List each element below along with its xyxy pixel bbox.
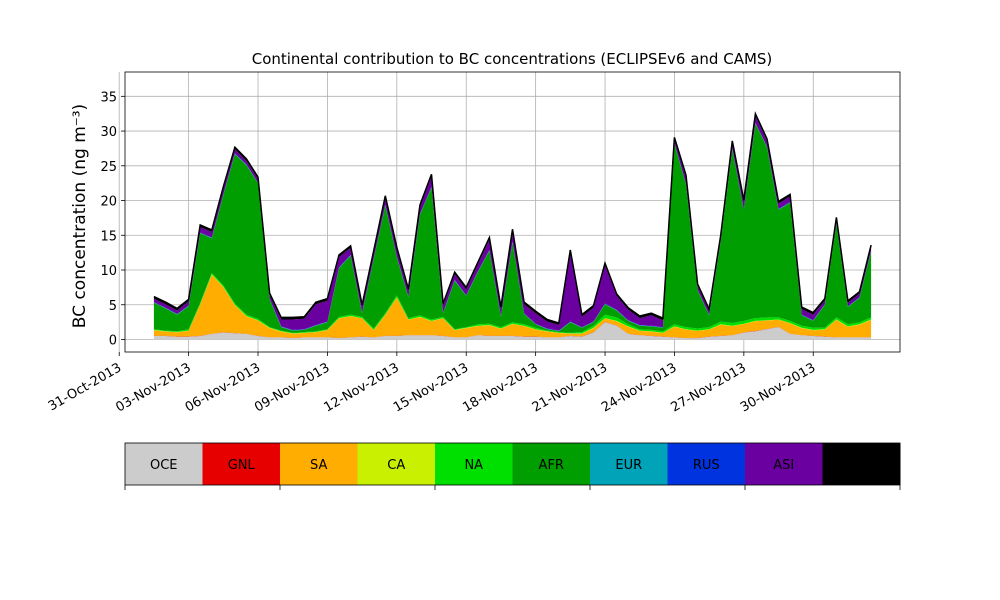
legend-frame — [124, 442, 901, 486]
legend: OCE GNL SA CA NA AFR EUR RUS ASI AUS — [124, 442, 901, 490]
y-tick-label: 25 — [100, 160, 117, 175]
legend-swatch-asi — [745, 443, 823, 485]
legend-swatch-na — [435, 443, 513, 485]
y-tick-label: 15 — [100, 229, 117, 244]
legend-swatch-sa — [280, 443, 358, 485]
legend-swatch-ca — [357, 443, 436, 485]
area-oce — [153, 322, 872, 340]
x-tick-label: 12-Nov-2013 — [322, 360, 402, 415]
x-tick-label: 21-Nov-2013 — [530, 360, 610, 415]
y-axis-label: BC concentration (ng m⁻³) — [70, 104, 90, 328]
legend-swatch-aus — [822, 443, 901, 485]
y-tick-label: 30 — [100, 125, 117, 140]
x-tick-label: 15-Nov-2013 — [391, 360, 471, 415]
legend-label-ca: CA — [387, 458, 405, 473]
x-tick-label: 03-Nov-2013 — [113, 360, 193, 415]
legend-label-gnl: GNL — [228, 458, 256, 473]
x-tick-label: 09-Nov-2013 — [252, 360, 332, 415]
x-tick-label: 18-Nov-2013 — [460, 360, 540, 415]
legend-swatch-eur — [590, 443, 668, 485]
legend-label-sa: SA — [310, 458, 327, 473]
legend-label-afr: AFR — [539, 458, 564, 473]
x-tick-label: 06-Nov-2013 — [183, 360, 263, 415]
legend-label-aus: AUS — [848, 458, 875, 473]
legend-label-oce: OCE — [150, 458, 178, 473]
legend-label-eur: EUR — [615, 458, 642, 473]
y-tick-label: 20 — [100, 195, 117, 210]
y-tick-label: 0 — [109, 333, 117, 348]
area-sa — [153, 274, 872, 338]
legend-swatch-rus — [667, 443, 746, 485]
x-tick-label: 24-Nov-2013 — [599, 360, 679, 415]
chart-title: Continental contribution to BC concentra… — [252, 50, 773, 68]
legend-swatch-oce — [125, 443, 203, 485]
x-tick-label: 27-Nov-2013 — [669, 360, 749, 415]
y-tick-label: 5 — [109, 299, 117, 314]
legend-label-na: NA — [464, 458, 483, 473]
legend-label-asi: ASI — [773, 458, 794, 473]
stacked-areas — [153, 111, 872, 340]
y-tick-label: 35 — [100, 90, 117, 105]
x-tick-label: 31-Oct-2013 — [46, 360, 124, 414]
total-line — [153, 111, 872, 324]
legend-swatch-afr — [512, 443, 591, 485]
legend-label-rus: RUS — [693, 458, 720, 473]
area-afr — [153, 123, 872, 333]
y-tick-label: 10 — [100, 264, 117, 279]
legend-swatch-gnl — [202, 443, 281, 485]
x-tick-label: 30-Nov-2013 — [738, 360, 818, 415]
plot-frame — [124, 71, 901, 353]
